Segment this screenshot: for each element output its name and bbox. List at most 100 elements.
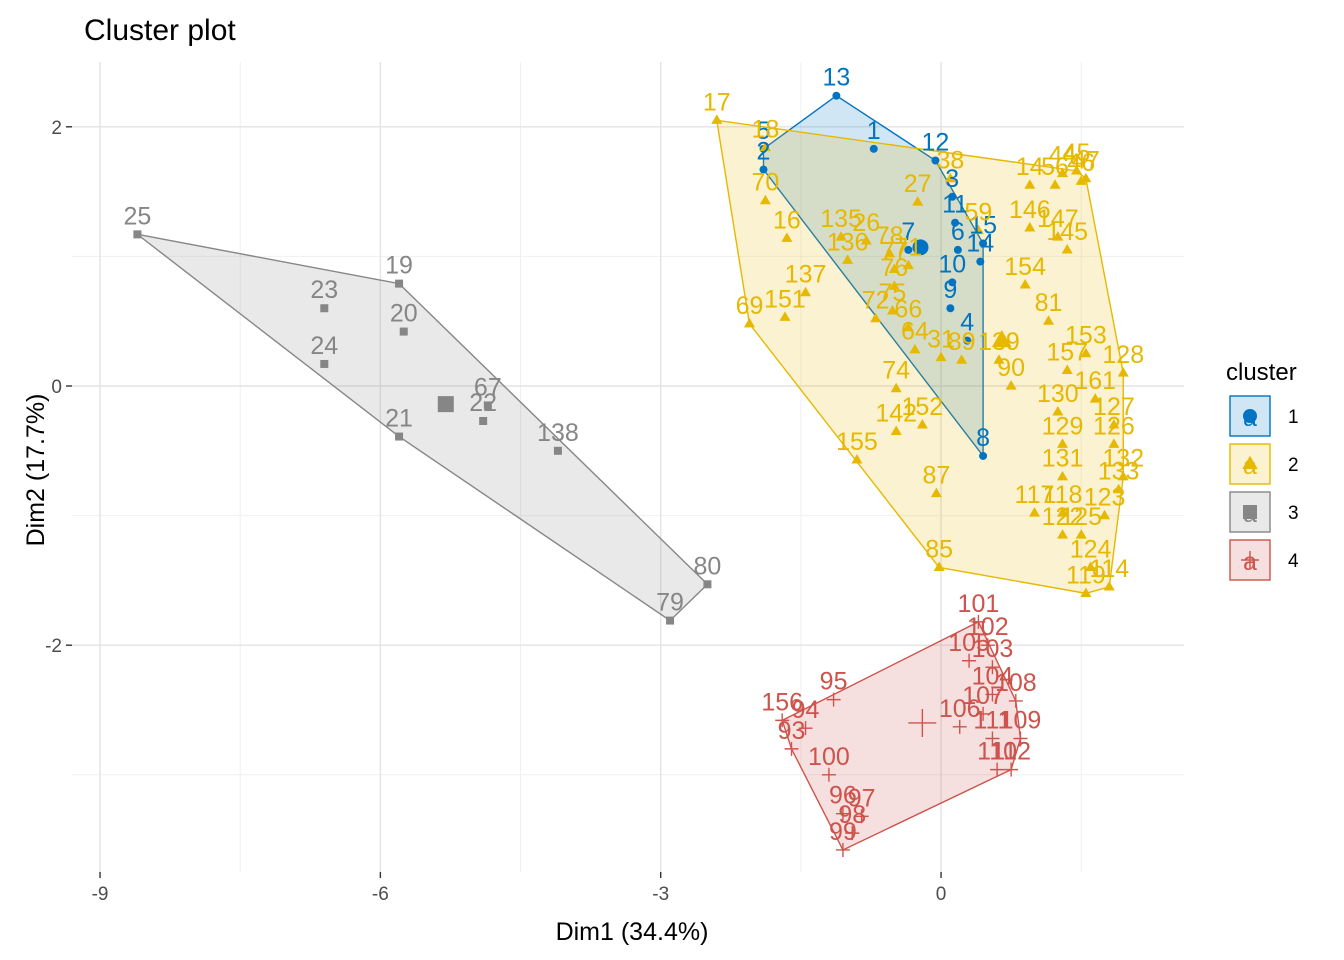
- cluster-1-point: [904, 245, 913, 254]
- cluster-2-point: [1052, 231, 1064, 241]
- point-label: 118: [1043, 481, 1083, 509]
- point-label: 15: [969, 211, 997, 239]
- cluster-2-point: [972, 224, 984, 235]
- point-label: 108: [995, 669, 1037, 697]
- point-label: 67: [474, 373, 502, 401]
- point-label: 38: [936, 147, 964, 175]
- legend-key-shape: [1243, 409, 1257, 423]
- legend-key-shape: [1241, 551, 1259, 569]
- x-axis-label: Dim1 (34.4%): [556, 918, 709, 946]
- legend-key-shape: [1242, 455, 1258, 470]
- point-label: 7: [901, 218, 915, 246]
- point-label: 45: [1063, 139, 1091, 167]
- cluster-2-point: [890, 425, 902, 435]
- cluster-1-point: [951, 218, 960, 227]
- point-label: 98: [838, 801, 866, 829]
- point-label: 11: [942, 191, 968, 219]
- point-label: 72: [862, 287, 890, 315]
- cluster-1-point: [759, 165, 768, 174]
- cluster-2-point: [935, 351, 947, 362]
- point-label: 132: [1102, 445, 1144, 473]
- point-label: 4: [960, 309, 974, 337]
- cluster-2-point: [1052, 406, 1064, 416]
- point-label: 70: [751, 169, 779, 197]
- cluster-2-point: [759, 141, 771, 152]
- cluster-2-point: [800, 286, 812, 297]
- cluster-2-point: [1080, 587, 1092, 597]
- cluster-2-point: [902, 321, 914, 332]
- cluster-1-point: [963, 336, 972, 345]
- cluster-3-point: [133, 230, 142, 239]
- point-label: 21: [385, 405, 413, 433]
- point-label: 1: [867, 117, 881, 145]
- cluster-3-point: [320, 359, 329, 368]
- point-label: 44: [1049, 141, 1077, 169]
- cluster-2-point: [1103, 580, 1115, 591]
- point-label: 14: [966, 230, 994, 258]
- cluster-2-point: [842, 254, 854, 264]
- point-label: 112: [991, 738, 1031, 766]
- point-label: 20: [390, 300, 418, 328]
- point-label: 12: [922, 128, 950, 156]
- point-label: 104: [972, 662, 1014, 690]
- point-label: 129: [1042, 412, 1084, 440]
- x-tick-label: -3: [652, 884, 669, 905]
- cluster-2-point: [956, 354, 968, 364]
- cluster-1-point: [953, 245, 962, 254]
- point-label: 137: [785, 261, 827, 289]
- point-label: 139: [978, 328, 1020, 356]
- cluster-4-point: [835, 806, 850, 821]
- point-label: 71: [894, 233, 922, 261]
- cluster-2-point: [1075, 175, 1087, 185]
- point-label: 94: [792, 696, 820, 724]
- cluster-1-point: [979, 451, 988, 460]
- cluster-2-point: [870, 312, 882, 323]
- cluster-1-point: [976, 257, 985, 266]
- point-label: 123: [1084, 484, 1126, 512]
- cluster-2-point: [1024, 179, 1036, 189]
- cluster-2-point: [711, 114, 723, 124]
- point-label: 103: [972, 635, 1014, 663]
- cluster-2-point: [1089, 393, 1101, 403]
- y-tick-label: 0: [51, 377, 62, 398]
- point-label: 89: [948, 328, 976, 356]
- point-label: 105: [948, 629, 990, 657]
- point-label: 135: [820, 205, 862, 233]
- point-label: 145: [1046, 218, 1088, 246]
- point-label: 161: [1074, 367, 1116, 395]
- point-label: 24: [310, 332, 338, 360]
- point-label: 14: [1016, 153, 1044, 181]
- cluster-2-point: [1113, 483, 1125, 494]
- cluster-1-point: [946, 304, 955, 313]
- point-label: 114: [1089, 555, 1129, 583]
- point-label: 25: [124, 202, 152, 230]
- point-label: 147: [1037, 205, 1079, 233]
- cluster-2-point: [886, 304, 898, 315]
- cluster-2-point: [860, 234, 872, 245]
- cluster-2-point: [1057, 438, 1069, 448]
- point-label: 157: [1046, 338, 1088, 366]
- cluster-2-point: [916, 418, 928, 429]
- point-label: 81: [1035, 289, 1063, 317]
- point-label: 66: [894, 296, 922, 324]
- cluster-4-point: [775, 713, 790, 728]
- cluster-1-point: [979, 239, 988, 248]
- point-label: 122: [1042, 503, 1084, 531]
- point-label: 31: [927, 325, 955, 353]
- cluster-1-point: [931, 156, 940, 165]
- cluster-3-hull: [136, 233, 709, 622]
- cluster-4-point: [835, 842, 850, 857]
- cluster-2-point: [1071, 164, 1083, 175]
- cluster-2-point: [1057, 167, 1069, 178]
- point-label: 156: [761, 688, 803, 716]
- cluster-4-point: [1004, 762, 1019, 777]
- point-label: 19: [385, 252, 413, 280]
- point-label: 136: [827, 228, 869, 256]
- cluster-2-point: [1108, 438, 1120, 448]
- cluster-3-point: [553, 446, 562, 455]
- cluster-2-point: [1085, 561, 1097, 572]
- point-label: 56: [1041, 153, 1069, 181]
- point-label: 13: [822, 64, 850, 92]
- x-tick-label: 0: [936, 884, 947, 905]
